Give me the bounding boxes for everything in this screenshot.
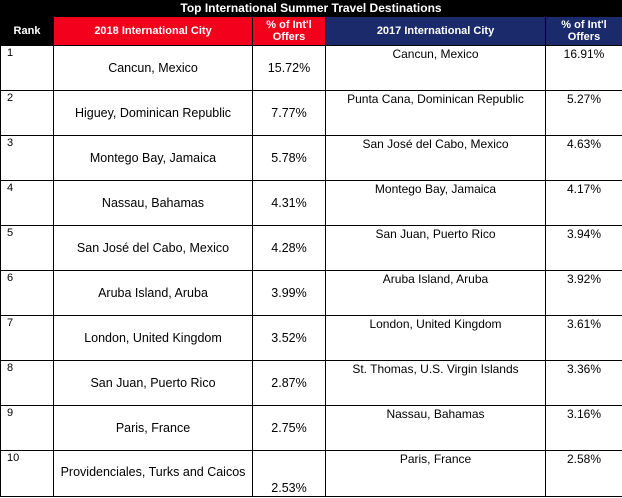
table-row: 9 Paris, France 2.75% Nassau, Bahamas 3.… [0, 405, 622, 451]
pct-2018-header: % of Int'l Offers [252, 16, 326, 46]
rank-cell: 9 [0, 405, 54, 451]
table-row: 1 Cancun, Mexico 15.72% Cancun, Mexico 1… [0, 45, 622, 91]
pct-2017-cell: 3.94% [545, 225, 622, 271]
destinations-table: Rank 2018 International City % of Int'l … [0, 16, 622, 497]
table-row: 4 Nassau, Bahamas 4.31% Montego Bay, Jam… [0, 180, 622, 226]
pct-2017-header: % of Int'l Offers [545, 16, 622, 46]
pct-2017-cell: 5.27% [545, 90, 622, 136]
city-2017-cell: Punta Cana, Dominican Republic [325, 90, 546, 136]
city-2018-cell: Providenciales, Turks and Caicos [53, 450, 253, 497]
city-2018-cell: Aruba Island, Aruba [53, 270, 253, 316]
city-2017-cell: Aruba Island, Aruba [325, 270, 546, 316]
table-row: 8 San Juan, Puerto Rico 2.87% St. Thomas… [0, 360, 622, 406]
city-2017-cell: Paris, France [325, 450, 546, 497]
city-2018-cell: London, United Kingdom [53, 315, 253, 361]
pct-2017-cell: 2.58% [545, 450, 622, 497]
pct-2018-cell: 2.87% [252, 360, 326, 406]
city-2018-cell: Montego Bay, Jamaica [53, 135, 253, 181]
city-2017-cell: Nassau, Bahamas [325, 405, 546, 451]
table-row: 3 Montego Bay, Jamaica 5.78% San José de… [0, 135, 622, 181]
pct-2017-cell: 4.17% [545, 180, 622, 226]
city-2018-header: 2018 International City [53, 16, 253, 46]
pct-2018-cell: 2.75% [252, 405, 326, 451]
city-2018-cell: San José del Cabo, Mexico [53, 225, 253, 271]
city-2017-cell: Montego Bay, Jamaica [325, 180, 546, 226]
rank-cell: 4 [0, 180, 54, 226]
pct-2017-cell: 3.92% [545, 270, 622, 316]
city-2017-cell: Cancun, Mexico [325, 45, 546, 91]
header-row: Rank 2018 International City % of Int'l … [0, 16, 622, 46]
pct-2018-cell: 5.78% [252, 135, 326, 181]
rank-cell: 10 [0, 450, 54, 497]
pct-2018-cell: 2.53% [252, 450, 326, 497]
rank-cell: 5 [0, 225, 54, 271]
pct-2018-cell: 4.28% [252, 225, 326, 271]
rank-cell: 7 [0, 315, 54, 361]
city-2018-cell: Cancun, Mexico [53, 45, 253, 91]
table-row: 2 Higuey, Dominican Republic 7.77% Punta… [0, 90, 622, 136]
pct-2017-cell: 16.91% [545, 45, 622, 91]
pct-2018-cell: 3.99% [252, 270, 326, 316]
pct-2017-cell: 3.36% [545, 360, 622, 406]
rank-header: Rank [0, 16, 54, 46]
pct-2017-cell: 3.16% [545, 405, 622, 451]
rank-cell: 2 [0, 90, 54, 136]
rank-cell: 1 [0, 45, 54, 91]
city-2018-cell: San Juan, Puerto Rico [53, 360, 253, 406]
table-title: Top International Summer Travel Destinat… [0, 0, 622, 16]
pct-2018-cell: 15.72% [252, 45, 326, 91]
city-2017-cell: San José del Cabo, Mexico [325, 135, 546, 181]
table-row: 5 San José del Cabo, Mexico 4.28% San Ju… [0, 225, 622, 271]
city-2017-header: 2017 International City [325, 16, 546, 46]
table-row: 6 Aruba Island, Aruba 3.99% Aruba Island… [0, 270, 622, 316]
city-2018-cell: Higuey, Dominican Republic [53, 90, 253, 136]
pct-2017-cell: 4.63% [545, 135, 622, 181]
rank-cell: 8 [0, 360, 54, 406]
table-row: 7 London, United Kingdom 3.52% London, U… [0, 315, 622, 361]
city-2018-cell: Nassau, Bahamas [53, 180, 253, 226]
pct-2018-cell: 7.77% [252, 90, 326, 136]
city-2017-cell: London, United Kingdom [325, 315, 546, 361]
rank-cell: 6 [0, 270, 54, 316]
pct-2018-cell: 4.31% [252, 180, 326, 226]
table-row: 10 Providenciales, Turks and Caicos 2.53… [0, 450, 622, 497]
rank-cell: 3 [0, 135, 54, 181]
city-2017-cell: San Juan, Puerto Rico [325, 225, 546, 271]
pct-2017-cell: 3.61% [545, 315, 622, 361]
city-2017-cell: St. Thomas, U.S. Virgin Islands [325, 360, 546, 406]
city-2018-cell: Paris, France [53, 405, 253, 451]
pct-2018-cell: 3.52% [252, 315, 326, 361]
